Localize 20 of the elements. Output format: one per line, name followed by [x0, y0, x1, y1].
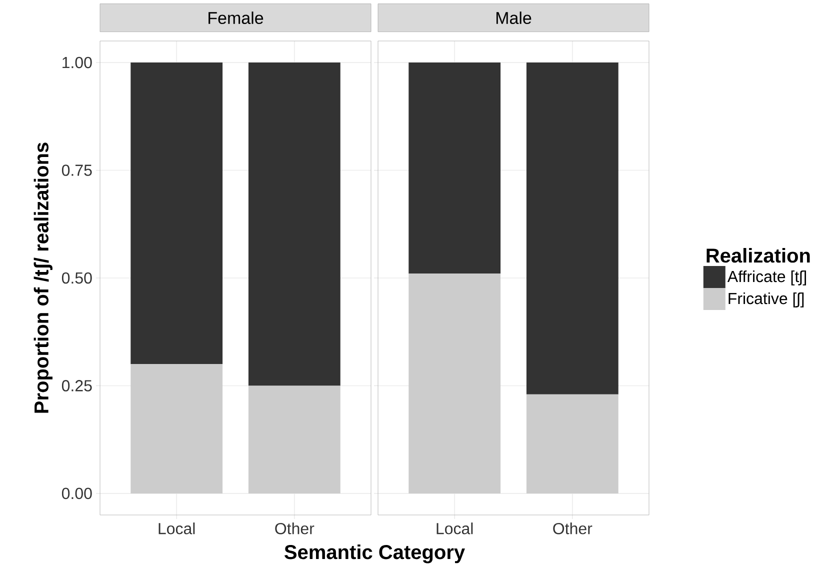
bar	[248, 62, 340, 386]
x-tick-label: Other	[275, 522, 314, 534]
y-tick-label: 0.75	[62, 164, 92, 176]
bar	[130, 364, 223, 494]
x-tick-label: Local	[158, 522, 195, 534]
legend-title: Realization	[706, 248, 810, 263]
chart-title: Female	[208, 12, 264, 24]
x-tick-label: Other	[553, 522, 592, 534]
chart-title: Male	[496, 12, 532, 24]
x-tick-label: Local	[436, 522, 473, 534]
y-tick-label: 0.50	[62, 272, 92, 284]
y-axis-title: Proportion of /tʃ/ realizations	[34, 142, 52, 413]
y-tick-label: 0.00	[62, 488, 92, 500]
y-tick-label: 0.25	[62, 380, 92, 392]
legend-label: Fricative [ʃ]	[728, 292, 804, 308]
x-axis-title: Semantic Category	[284, 544, 465, 564]
bar	[248, 386, 340, 494]
bar	[130, 62, 223, 364]
legend-label: Affricate [tʃ]	[727, 270, 806, 286]
y-tick-label: 1.00	[62, 56, 92, 68]
